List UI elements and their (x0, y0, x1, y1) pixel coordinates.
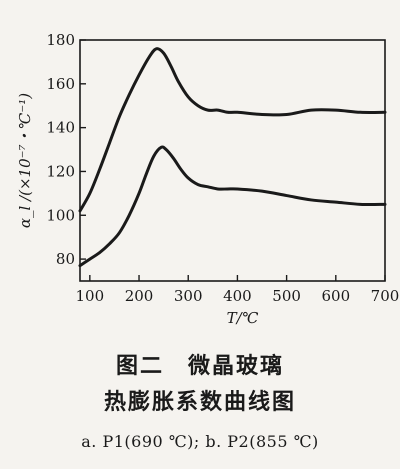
figure-caption-note: a. P1(690 ℃); b. P2(855 ℃) (81, 432, 319, 451)
plot-frame (79, 39, 386, 282)
x-tick-label: 300 (174, 287, 203, 305)
x-tick-label: 100 (76, 287, 105, 305)
y-tick-label: 160 (46, 75, 75, 93)
series-line-a (78, 47, 387, 213)
y-tick-label: 80 (56, 250, 75, 268)
y-axis-title: α_l /(×10⁻⁷・℃⁻¹) (16, 93, 34, 228)
plot-area (78, 47, 387, 268)
expansion-chart: 100 200 300 400 500 600 700 80 100 120 140 160 180 T/… (16, 31, 400, 327)
x-tick-label: 700 (371, 287, 400, 305)
axes (79, 39, 386, 282)
x-tick-label: 400 (223, 287, 252, 305)
figure-caption-subtitle: 热膨胀系数曲线图 (103, 390, 296, 415)
y-tick-label: 180 (46, 31, 75, 49)
x-axis-title: T/℃ (227, 309, 259, 327)
y-tick-label: 140 (46, 119, 75, 137)
figure-caption-title: 图二 微晶玻璃 (115, 354, 284, 379)
series-line-b (78, 145, 387, 268)
x-tick-label: 200 (125, 287, 154, 305)
y-tick-label: 100 (46, 206, 75, 224)
x-tick-label: 500 (272, 287, 301, 305)
labels: 100 200 300 400 500 600 700 80 100 120 140 160 180 T/… (16, 31, 400, 327)
x-tick-label: 600 (321, 287, 350, 305)
y-tick-label: 120 (46, 162, 75, 180)
